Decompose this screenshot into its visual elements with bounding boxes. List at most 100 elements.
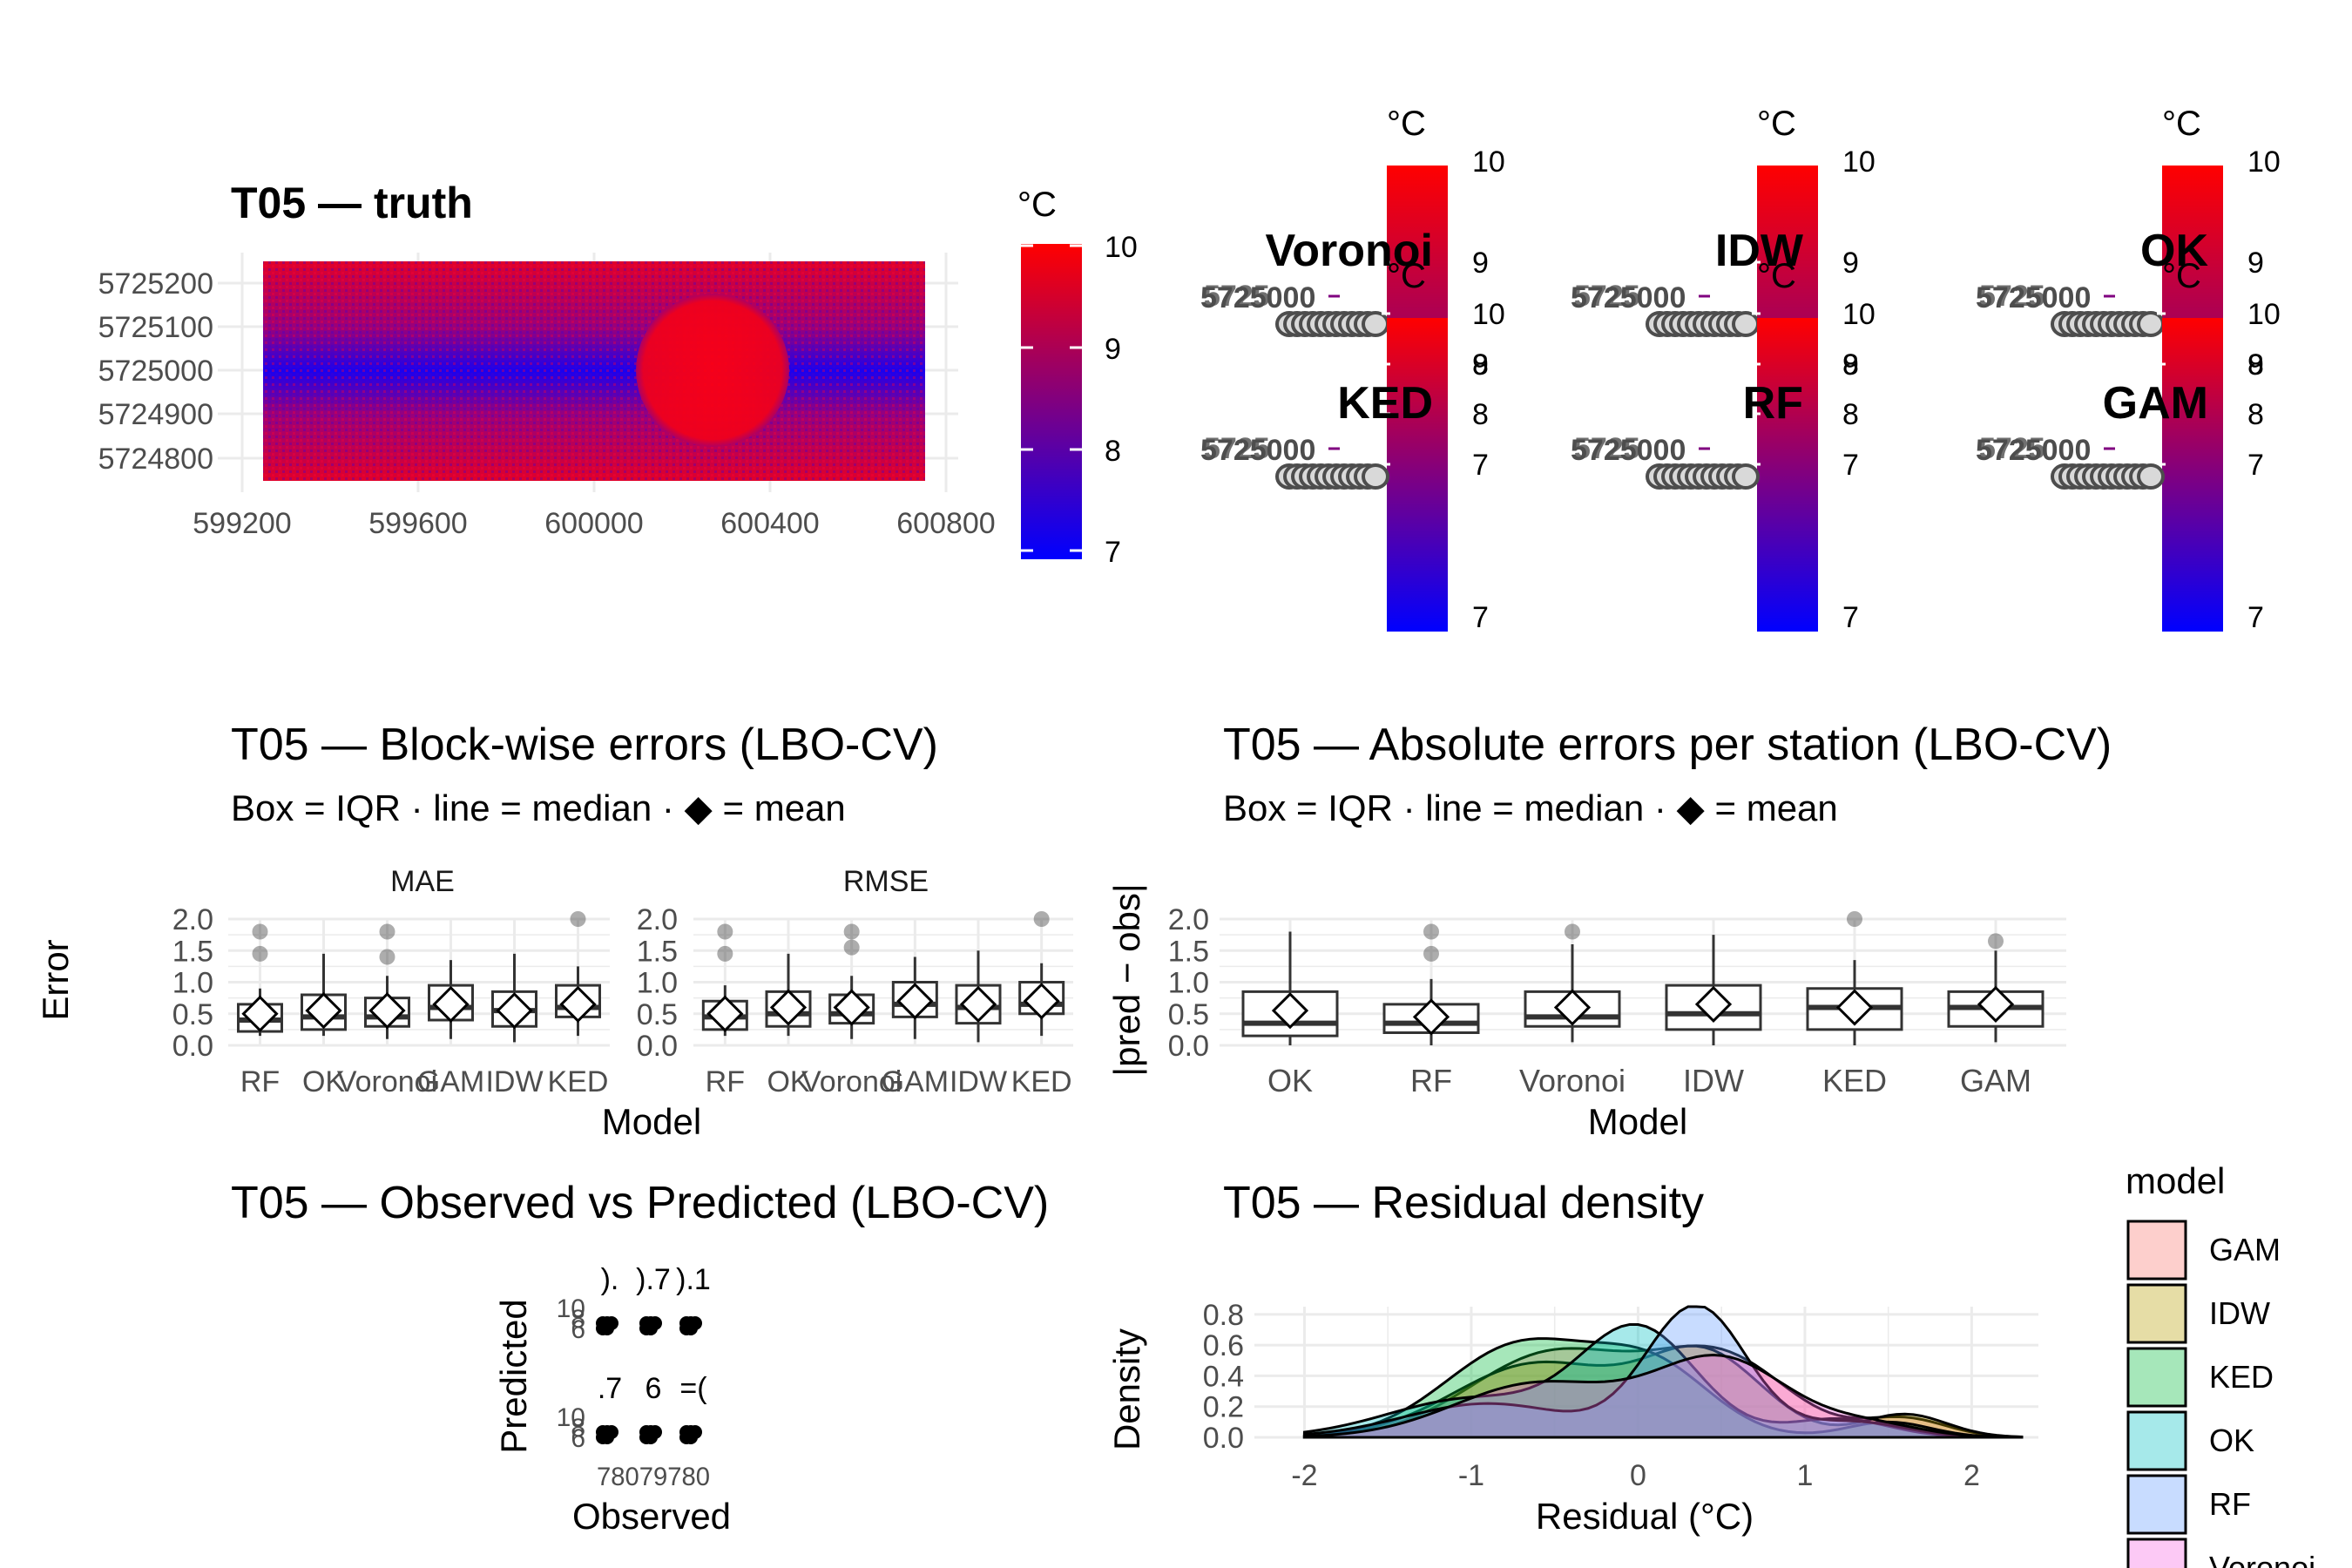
legend-tick: 8 bbox=[1842, 348, 1859, 382]
legend-tick: 7 bbox=[1472, 449, 1489, 482]
legend-label: RF bbox=[2209, 1486, 2251, 1522]
mean-diamond bbox=[1835, 989, 1874, 1026]
outlier-point bbox=[379, 923, 395, 940]
legend-tick: 9 bbox=[2247, 247, 2264, 280]
outlier-point bbox=[1988, 933, 2004, 950]
grid bbox=[1220, 917, 2066, 1047]
box-voronoi bbox=[364, 923, 410, 1039]
density-legend-title: model bbox=[2126, 1160, 2225, 1201]
x-tick: 600800 bbox=[896, 507, 995, 540]
box-rf bbox=[237, 923, 283, 1037]
legend-tick: 9 bbox=[1842, 247, 1859, 280]
truth-map-y-ticks: 5725200 5725100 5725000 5724900 5724800 bbox=[98, 267, 213, 476]
x-tick: KED bbox=[1822, 1063, 1887, 1098]
x-tick: 600000 bbox=[544, 507, 643, 540]
density-legend: GAM IDW KED OK RF Voronoi bbox=[2126, 1220, 2315, 1568]
legend-tick: 10 bbox=[1472, 145, 1505, 179]
box-ok bbox=[301, 953, 347, 1037]
y-tick-overlap: 5725 bbox=[1574, 432, 1640, 465]
y-tick: 5725000 bbox=[1976, 281, 2091, 314]
truth-map-raster bbox=[263, 261, 925, 481]
x-tick: IDW bbox=[485, 1065, 543, 1098]
density-panel: T05 — Residual density Density Residual … bbox=[1106, 1160, 2315, 1568]
y-tick: 0.2 bbox=[1203, 1391, 1244, 1424]
outlier-point bbox=[1423, 945, 1439, 962]
y-tick: 1.5 bbox=[1168, 935, 1209, 968]
block-errors-ylabel: Error bbox=[35, 939, 76, 1020]
truth-map-legend: °C 10 9 8 7 bbox=[1017, 186, 1138, 569]
legend-title: °C bbox=[1757, 105, 1796, 143]
block-errors-panel: T05 — Block-wise errors (LBO-CV) Box = I… bbox=[35, 720, 1073, 1142]
legend-title: °C bbox=[1387, 105, 1426, 143]
scatter-point bbox=[684, 1316, 698, 1330]
box-gam bbox=[891, 956, 938, 1039]
y-tick: 0.0 bbox=[172, 1030, 213, 1063]
outlier-point bbox=[717, 923, 733, 940]
legend-label: Voronoi bbox=[2209, 1550, 2315, 1568]
x-tick: 599600 bbox=[368, 507, 467, 540]
y-tick: 5724900 bbox=[98, 398, 213, 431]
outlier-point bbox=[1847, 911, 1862, 927]
truth-map-title: T05 — truth bbox=[231, 179, 473, 227]
abs-errors-title: T05 — Absolute errors per station (LBO-C… bbox=[1223, 720, 2112, 770]
legend-tick: 10 bbox=[1842, 145, 1876, 179]
y-tick: 5725000 bbox=[1571, 434, 1686, 467]
box-ked bbox=[1806, 911, 1903, 1045]
box-idw bbox=[955, 950, 1002, 1043]
y-tick: 10 bbox=[557, 1294, 585, 1323]
density-area-voronoi bbox=[1302, 1354, 2024, 1439]
legend-swatch bbox=[2126, 1283, 2187, 1344]
y-tick: 5724800 bbox=[98, 443, 213, 476]
legend-title: °C bbox=[2162, 105, 2201, 143]
y-tick: 2.0 bbox=[172, 903, 213, 936]
mean-diamond bbox=[559, 985, 597, 1023]
x-tick: RF bbox=[240, 1065, 280, 1098]
model-map-title: KED bbox=[1337, 378, 1433, 429]
x-tick: OK bbox=[302, 1065, 345, 1098]
legend-tick: 8 bbox=[2247, 398, 2264, 431]
y-tick: 5725000 bbox=[1200, 281, 1315, 314]
model-map-title: RF bbox=[1743, 378, 1803, 429]
outlier-point bbox=[843, 939, 860, 956]
y-tick: 5725000 bbox=[98, 355, 213, 388]
y-tick: 0.5 bbox=[1168, 998, 1209, 1031]
y-tick: 8 bbox=[571, 1305, 585, 1334]
scatter-point bbox=[644, 1425, 658, 1439]
density-xlabel: Residual (°C) bbox=[1536, 1496, 1754, 1537]
facet-strip-label: RMSE bbox=[843, 865, 929, 898]
legend-tick: 7 bbox=[1105, 536, 1121, 569]
legend-tick: 7 bbox=[1472, 601, 1489, 634]
model-map-title: GAM bbox=[2103, 378, 2208, 429]
scatter-point bbox=[644, 1316, 658, 1330]
x-tick: 2 bbox=[1963, 1459, 1980, 1492]
y-tick: 0.5 bbox=[172, 998, 213, 1031]
outlier-point bbox=[252, 923, 268, 940]
abs-errors-xlabel: Model bbox=[1588, 1101, 1687, 1142]
density-area-ok bbox=[1302, 1322, 2024, 1439]
obs-pred-ylabel: Predicted bbox=[493, 1299, 534, 1453]
x-tick: GAM bbox=[1960, 1063, 2031, 1098]
box-rf bbox=[701, 923, 748, 1037]
legend-item-idw: IDW bbox=[2126, 1283, 2270, 1344]
abs-errors-panel: T05 — Absolute errors per station (LBO-C… bbox=[1106, 720, 2112, 1142]
mean-diamond bbox=[241, 995, 279, 1032]
legend-item-gam: GAM bbox=[2126, 1220, 2281, 1281]
y-tick: 0.5 bbox=[637, 998, 678, 1031]
legend-item-voronoi: Voronoi bbox=[2126, 1538, 2315, 1568]
y-tick: 5725000 bbox=[1571, 281, 1686, 314]
obs-pred-xlabel: Observed bbox=[572, 1496, 731, 1537]
legend-tick: 9 bbox=[1105, 333, 1121, 366]
y-tick: 0.0 bbox=[637, 1030, 678, 1063]
y-tick-overlap: 5725 bbox=[1979, 432, 2045, 465]
legend-tick: 10 bbox=[2247, 298, 2281, 331]
legend-tick: 7 bbox=[1842, 449, 1859, 482]
mean-diamond bbox=[432, 985, 470, 1023]
grid bbox=[693, 917, 1073, 1047]
block-errors-subtitle: Box = IQR · line = median · ◆ = mean bbox=[231, 787, 846, 828]
outlier-point bbox=[1423, 923, 1439, 940]
